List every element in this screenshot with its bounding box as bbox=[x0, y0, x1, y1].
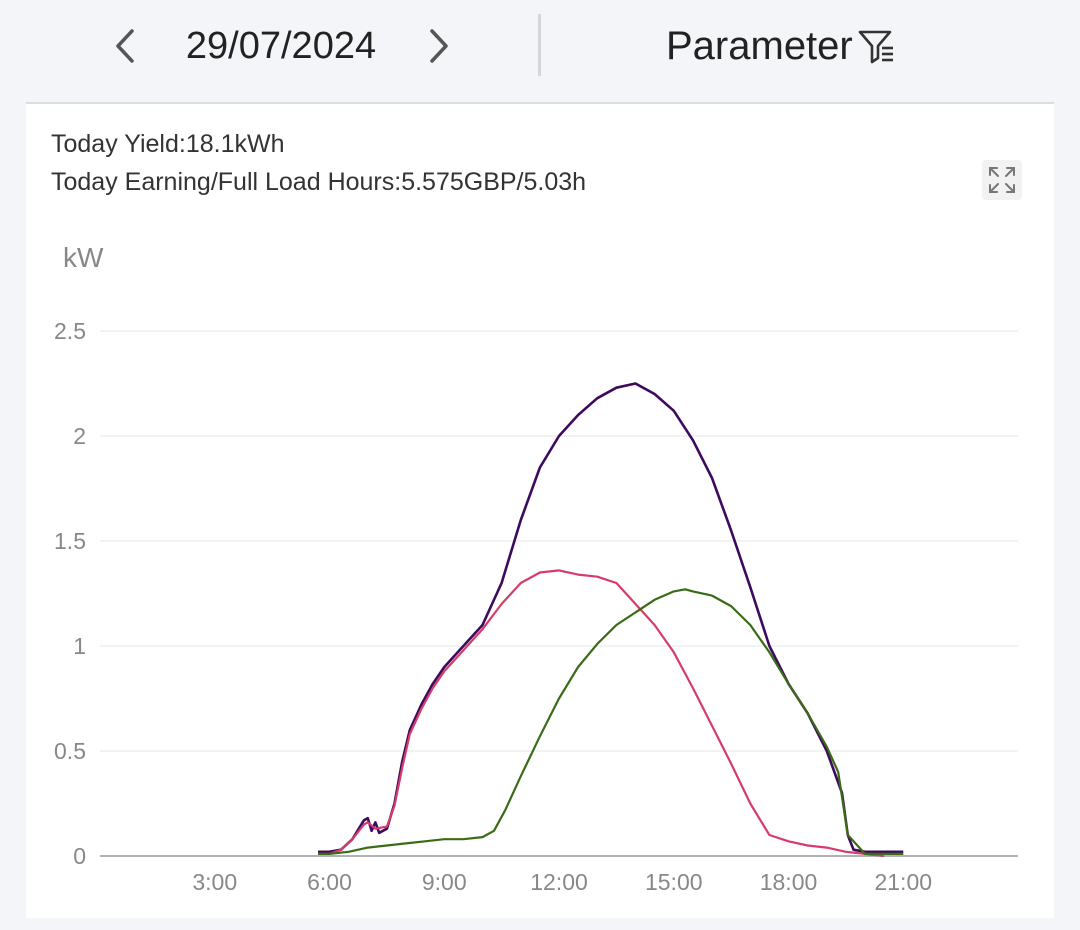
expand-icon bbox=[989, 167, 1015, 193]
next-day-button[interactable] bbox=[418, 22, 458, 70]
series-line-1 bbox=[318, 382, 904, 854]
y-tick-label: 0.5 bbox=[54, 738, 86, 764]
chart-card: Today Yield:18.1kWh Today Earning/Full L… bbox=[26, 104, 1054, 918]
date-header: 29/07/2024 Parameter bbox=[26, 0, 1054, 104]
x-tick-label: 9:00 bbox=[422, 869, 467, 895]
x-tick-label: 15:00 bbox=[645, 869, 703, 895]
chevron-left-icon bbox=[116, 29, 134, 63]
y-tick-label: 2 bbox=[73, 423, 86, 449]
power-line-chart: 0 0.5 1 1.5 2 2.5 3:00 6:00 9:00 12:00 15:00 18:00… bbox=[54, 318, 1018, 895]
x-tick-label: 3:00 bbox=[192, 869, 237, 895]
parameter-button[interactable]: Parameter bbox=[666, 20, 897, 72]
expand-button[interactable] bbox=[982, 160, 1022, 200]
chevron-right-icon bbox=[430, 29, 448, 63]
x-tick-label: 18:00 bbox=[760, 869, 818, 895]
today-earning-text: Today Earning/Full Load Hours:5.575GBP/5… bbox=[51, 168, 587, 196]
date-label[interactable]: 29/07/2024 bbox=[185, 25, 377, 67]
x-tick-label: 12:00 bbox=[530, 869, 588, 895]
today-yield-text: Today Yield:18.1kWh bbox=[51, 130, 285, 158]
x-tick-label: 21:00 bbox=[874, 869, 932, 895]
y-tick-label: 2.5 bbox=[54, 318, 86, 344]
y-tick-label: 1.5 bbox=[54, 528, 86, 554]
parameter-label: Parameter bbox=[666, 23, 853, 68]
y-tick-label: 0 bbox=[73, 843, 86, 869]
series-line-2 bbox=[318, 569, 885, 858]
prev-day-button[interactable] bbox=[106, 22, 146, 70]
header-divider bbox=[538, 14, 541, 76]
y-axis-unit: kW bbox=[63, 242, 104, 273]
x-tick-label: 6:00 bbox=[307, 869, 352, 895]
series-line-3 bbox=[318, 588, 904, 855]
y-tick-label: 1 bbox=[73, 633, 86, 659]
filter-icon bbox=[858, 30, 893, 64]
